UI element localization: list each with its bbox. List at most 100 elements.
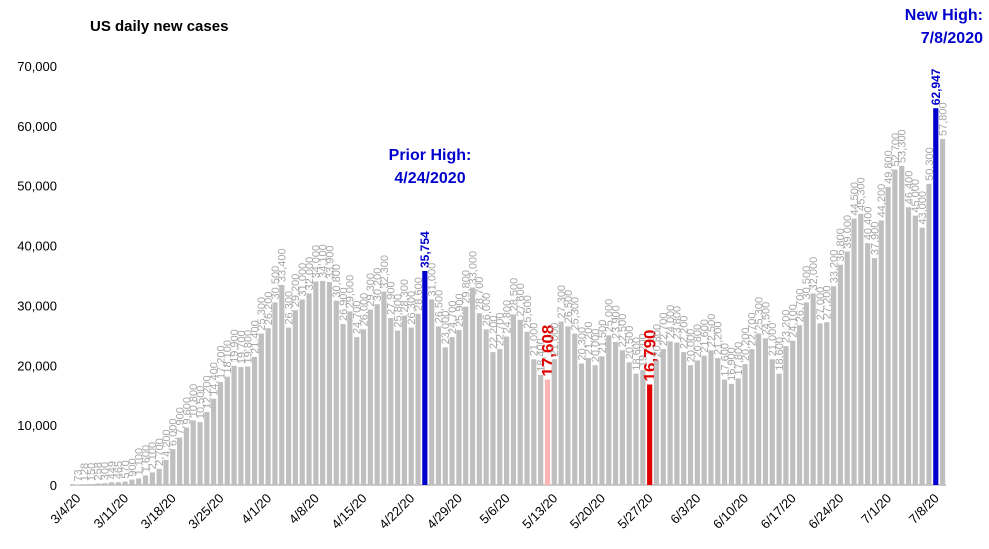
data-label: 22,700 [658, 312, 670, 346]
bar [592, 365, 598, 485]
data-label: 57,800 [937, 102, 949, 136]
data-label: 44,500 [849, 182, 861, 216]
data-label: 33,400 [277, 248, 289, 282]
bar [122, 481, 128, 485]
x-tick-label: 3/25/20 [185, 491, 226, 532]
bar [401, 315, 407, 485]
bar [238, 367, 244, 485]
data-label: 19,900 [229, 329, 241, 363]
bar [647, 384, 653, 485]
data-label: 25,300 [570, 297, 582, 331]
bar [177, 437, 183, 485]
x-tick-label: 6/24/20 [805, 491, 846, 532]
bar [483, 329, 489, 485]
bar [728, 383, 734, 485]
bar [544, 379, 551, 485]
data-label: 17,600 [719, 343, 731, 377]
bar [578, 363, 585, 485]
data-label: 34,000 [311, 245, 323, 279]
data-label: 28,500 [508, 278, 520, 312]
bar [320, 280, 326, 485]
bar [708, 350, 714, 485]
bar [858, 213, 864, 485]
data-label: 32,000 [304, 257, 316, 291]
data-label: 26,300 [283, 291, 295, 325]
bar [251, 356, 258, 485]
chart-title: US daily new cases [90, 18, 228, 35]
data-label: 33,000 [467, 251, 479, 285]
bar [136, 478, 142, 485]
bar [926, 183, 932, 485]
bar [102, 483, 108, 485]
data-label: 23,800 [672, 306, 684, 340]
bar [565, 326, 571, 485]
bar [790, 340, 796, 485]
data-label: 14,400 [209, 362, 221, 396]
bar [667, 341, 673, 485]
bar [776, 373, 782, 485]
data-label: 25,800 [392, 294, 404, 328]
data-label: 27,900 [386, 281, 398, 315]
data-label: 22,500 [706, 314, 718, 348]
data-label: 20,000 [590, 329, 602, 363]
data-label: 30,500 [801, 266, 813, 300]
y-tick-label: 70,000 [17, 59, 57, 74]
data-label: 49,800 [883, 150, 895, 184]
annotation: Prior High: [389, 147, 472, 164]
bar [517, 319, 523, 485]
bar [190, 420, 196, 485]
bar [701, 355, 707, 485]
data-label: 27,600 [515, 283, 527, 317]
bar [245, 366, 251, 485]
data-label: 258 [93, 462, 105, 480]
data-label: 62,947 [929, 68, 943, 105]
data-label: 36,800 [835, 228, 847, 262]
bar [490, 352, 496, 485]
data-label: 21,600 [699, 319, 711, 353]
data-label: 28,600 [413, 277, 425, 311]
data-label: 128 [79, 463, 91, 481]
data-label: 24,700 [352, 300, 364, 334]
bar [599, 356, 605, 485]
bar [762, 338, 769, 485]
data-label: 33,900 [324, 245, 336, 279]
data-label: 52,700 [890, 133, 902, 167]
data-label: 24,800 [501, 300, 513, 334]
data-label: 27,300 [556, 285, 568, 319]
data-label: 18,600 [774, 337, 786, 371]
data-label: 21,000 [529, 323, 541, 357]
x-tick-label: 6/3/20 [667, 491, 703, 527]
data-label: 29,300 [365, 273, 377, 307]
bar [769, 359, 775, 485]
data-label: 4,200 [161, 429, 173, 457]
bar [204, 411, 210, 485]
data-label: 33,200 [828, 250, 840, 284]
bar [340, 323, 346, 485]
bar [163, 459, 169, 485]
data-label: 9,600 [181, 397, 193, 425]
data-label: 53,300 [897, 129, 909, 163]
data-label: 46,400 [903, 171, 915, 205]
data-label: 29,000 [345, 275, 357, 309]
data-label: 7,900 [174, 407, 186, 435]
bar [381, 291, 387, 485]
data-label: 19,700 [236, 330, 248, 364]
data-label: 24,000 [665, 305, 677, 339]
x-tick-label: 3/18/20 [138, 491, 179, 532]
data-label: 24,100 [788, 304, 800, 338]
data-label: 21,400 [249, 320, 261, 354]
y-tick-label: 60,000 [17, 119, 57, 134]
data-label: 21,200 [713, 321, 725, 355]
bar [783, 346, 789, 485]
bar [844, 251, 850, 485]
bar [681, 352, 687, 485]
data-label: 23,000 [440, 311, 452, 345]
data-label: 22,200 [488, 315, 500, 349]
bar [442, 347, 448, 485]
bar [640, 370, 646, 485]
data-label: 23,200 [781, 309, 793, 343]
bar [837, 264, 843, 485]
data-label: 28,700 [474, 277, 486, 311]
bar [905, 207, 912, 485]
x-tick-label: 5/6/20 [477, 491, 513, 527]
